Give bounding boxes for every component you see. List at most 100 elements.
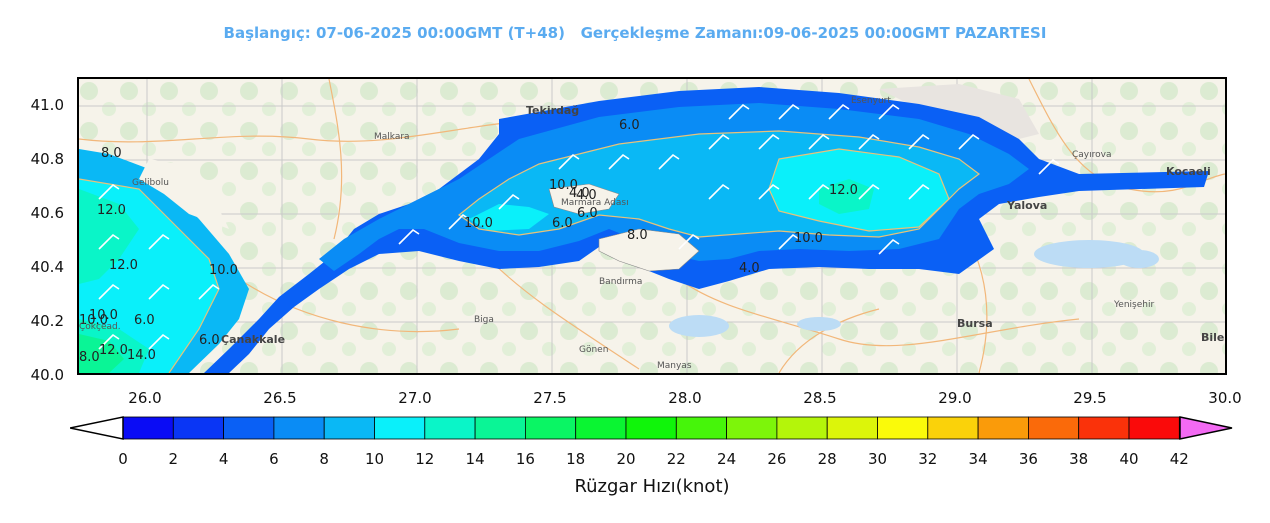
- x-tick-label: 27.5: [533, 389, 567, 407]
- colorbar-label: 28: [817, 450, 837, 468]
- wind-map: 8.0 12.0 12.0 10.0 6.0 10.0 4.0 6.0 10.0…: [79, 79, 1225, 373]
- contour-label: 10.0: [794, 231, 823, 246]
- aegean-zone-14: [79, 334, 124, 373]
- contour-label: 8.0: [627, 228, 648, 243]
- x-tick-label: 29.0: [938, 389, 972, 407]
- colorbar-label: 2: [168, 450, 179, 468]
- place-label: Esenyurt: [851, 96, 891, 106]
- place-label: Yenişehir: [1113, 300, 1154, 310]
- place-label: Çokçead.: [79, 322, 121, 332]
- place-label: Manyas: [657, 361, 692, 371]
- colorbar-cell: [1028, 416, 1080, 440]
- contour-label: 6.0: [134, 313, 155, 328]
- colorbar-cell: [122, 416, 174, 440]
- colorbar-label: 22: [666, 450, 686, 468]
- place-names: Tekirdağ Çanakkale Yalova Bursa Kocaeli …: [79, 96, 1224, 371]
- contour-label: 10.0: [464, 216, 493, 231]
- colorbar: [70, 416, 1233, 440]
- kapidag-peninsula: [598, 228, 700, 272]
- map-title: Başlangıç: 07-06-2025 00:00GMT (T+48) Ge…: [223, 24, 1047, 42]
- x-tick-label: 28.5: [803, 389, 837, 407]
- y-tick-label: 40.4: [30, 258, 64, 276]
- colorbar-over-arrow: [1179, 416, 1233, 440]
- colorbar-cell: [977, 416, 1029, 440]
- place-label: Malkara: [374, 132, 410, 142]
- contour-label: 6.0: [619, 118, 640, 133]
- wind-barbs: [98, 103, 1060, 350]
- marmara-island: [548, 183, 620, 215]
- colorbar-label: 16: [515, 450, 535, 468]
- y-tick-label: 40.8: [30, 150, 64, 168]
- colorbar-cell: [374, 416, 426, 440]
- colorbar-label: 40: [1119, 450, 1139, 468]
- contour-label: 4.0: [739, 261, 760, 276]
- colorbar-label: 6: [269, 450, 279, 468]
- y-tick-label: 41.0: [30, 96, 64, 114]
- contour-label: 10.0: [89, 308, 118, 323]
- colorbar-title: Rüzgar Hızı(knot): [574, 476, 730, 497]
- colorbar-label: 30: [867, 450, 888, 468]
- colorbar-cell: [575, 416, 627, 440]
- colorbar-under-arrow: [70, 416, 124, 440]
- colorbar-label: 18: [566, 450, 586, 468]
- colorbar-cell: [927, 416, 979, 440]
- colorbar-cell: [826, 416, 878, 440]
- x-tick-label: 27.0: [398, 389, 432, 407]
- place-label: Bursa: [957, 317, 993, 330]
- colorbar-cell: [524, 416, 577, 440]
- colorbar-cell: [625, 416, 677, 440]
- colorbar-cell: [172, 416, 225, 440]
- contour-label: 8.0: [101, 146, 122, 161]
- place-label: Yalova: [1006, 199, 1047, 212]
- wind-zone-12: [819, 179, 874, 214]
- x-tick-label: 26.5: [263, 389, 297, 407]
- colorbar-label: 34: [968, 450, 988, 468]
- colorbar-label: 14: [465, 450, 485, 468]
- colorbar-cell: [675, 416, 727, 440]
- colorbar-label: 0: [118, 450, 128, 468]
- contour-label: 6.0: [552, 216, 573, 231]
- colorbar-label: 36: [1018, 450, 1038, 468]
- contour-label: 10.0: [79, 313, 108, 328]
- aegean-zone-12: [79, 189, 149, 373]
- x-tick-label: 28.0: [668, 389, 702, 407]
- contour-label: 10.0: [549, 178, 578, 193]
- place-label: Gönen: [579, 345, 608, 355]
- place-label: Bandırma: [599, 277, 642, 287]
- contour-label: 12.0: [97, 203, 126, 218]
- colorbar-cell: [726, 416, 778, 440]
- x-tick-label: 29.5: [1073, 389, 1107, 407]
- contour-label: 12.0: [109, 258, 138, 273]
- colorbar-label: 32: [918, 450, 938, 468]
- place-label: Tekirdağ: [526, 104, 579, 117]
- colorbar-cell: [1128, 416, 1180, 440]
- gelibolu-peninsula: [139, 159, 229, 229]
- y-tick-label: 40.0: [30, 366, 64, 384]
- contour-label: 14.0: [127, 348, 156, 363]
- contour-label: 4.0: [576, 188, 597, 203]
- wind-zone-10: [469, 149, 949, 231]
- contour-label: 4.0: [569, 186, 590, 201]
- colorbar-cell: [273, 416, 325, 440]
- colorbar-label: 24: [717, 450, 737, 468]
- colorbar-cells: [122, 416, 1180, 440]
- colorbar-cell: [776, 416, 828, 440]
- place-label: Çayırova: [1072, 150, 1111, 160]
- place-label: Kocaeli: [1166, 165, 1211, 178]
- place-label: Marmara Adası: [561, 198, 629, 208]
- colorbar-label: 38: [1069, 450, 1089, 468]
- colorbar-cell: [424, 416, 476, 440]
- y-tick-label: 40.2: [30, 312, 64, 330]
- lakes: [669, 240, 1159, 337]
- contour-label: 12.0: [99, 343, 128, 358]
- colorbar-cell: [1078, 416, 1130, 440]
- map-panel: 8.0 12.0 12.0 10.0 6.0 10.0 4.0 6.0 10.0…: [77, 77, 1227, 375]
- contour-label: 12.0: [829, 183, 858, 198]
- y-tick-label: 40.6: [30, 204, 64, 222]
- contour-label: 6.0: [199, 333, 220, 348]
- x-tick-label: 26.0: [128, 389, 162, 407]
- colorbar-cell: [323, 416, 375, 440]
- contour-label: 6.0: [577, 206, 598, 221]
- colorbar-label: 10: [364, 450, 385, 468]
- colorbar-label: 26: [767, 450, 787, 468]
